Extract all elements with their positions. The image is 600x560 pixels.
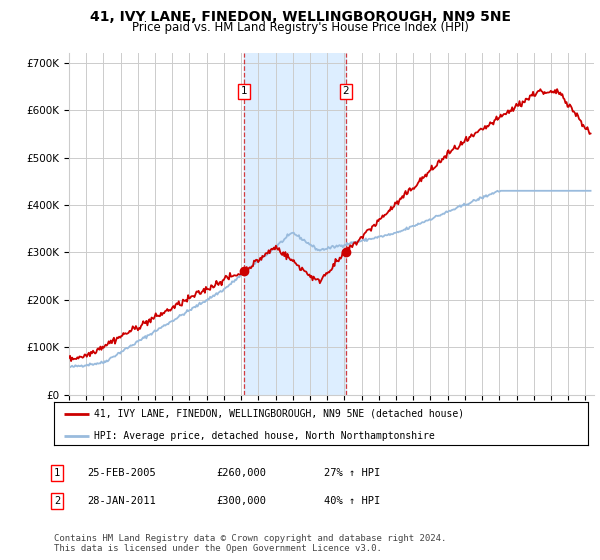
Text: Price paid vs. HM Land Registry's House Price Index (HPI): Price paid vs. HM Land Registry's House … [131,21,469,34]
Text: 1: 1 [241,86,247,96]
Text: 1: 1 [54,468,60,478]
Text: 28-JAN-2011: 28-JAN-2011 [87,496,156,506]
Text: £260,000: £260,000 [216,468,266,478]
Text: 2: 2 [54,496,60,506]
Bar [244,53,346,395]
Text: HPI: Average price, detached house, North Northamptonshire: HPI: Average price, detached house, Nort… [94,431,435,441]
Text: £300,000: £300,000 [216,496,266,506]
Text: 41, IVY LANE, FINEDON, WELLINGBOROUGH, NN9 5NE: 41, IVY LANE, FINEDON, WELLINGBOROUGH, N… [89,10,511,24]
Text: 2: 2 [343,86,349,96]
Text: 27% ↑ HPI: 27% ↑ HPI [324,468,380,478]
Text: Contains HM Land Registry data © Crown copyright and database right 2024.
This d: Contains HM Land Registry data © Crown c… [54,534,446,553]
Text: 40% ↑ HPI: 40% ↑ HPI [324,496,380,506]
Text: 41, IVY LANE, FINEDON, WELLINGBOROUGH, NN9 5NE (detached house): 41, IVY LANE, FINEDON, WELLINGBOROUGH, N… [94,409,464,419]
Text: 25-FEB-2005: 25-FEB-2005 [87,468,156,478]
